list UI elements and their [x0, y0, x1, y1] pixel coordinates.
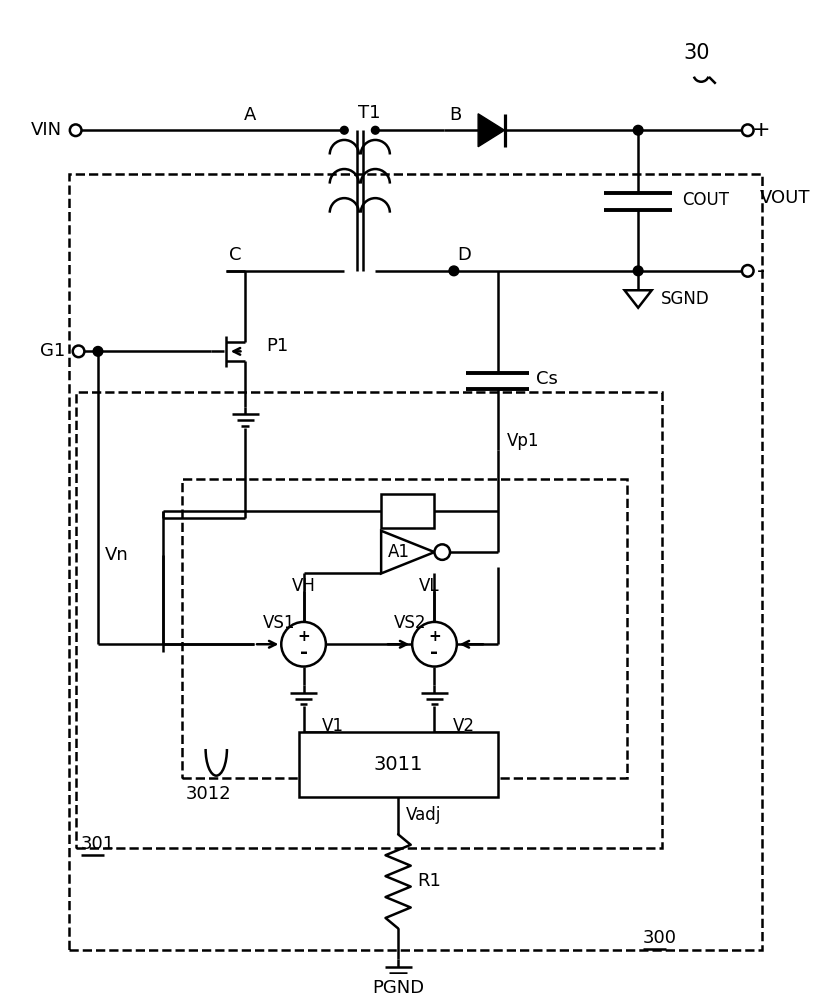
- Text: V1: V1: [322, 717, 344, 735]
- Text: +: +: [428, 629, 441, 644]
- Circle shape: [634, 266, 643, 276]
- Bar: [381, 494, 435, 528]
- Circle shape: [371, 126, 380, 134]
- Bar: [75, 392, 662, 848]
- Text: -: -: [431, 643, 439, 662]
- Circle shape: [742, 265, 753, 277]
- Text: +: +: [297, 629, 310, 644]
- Text: Vn: Vn: [104, 546, 129, 564]
- Polygon shape: [478, 114, 504, 147]
- Text: PGND: PGND: [372, 979, 424, 997]
- Text: T1: T1: [359, 104, 380, 122]
- Circle shape: [340, 126, 348, 134]
- Circle shape: [70, 124, 81, 136]
- Text: SGND: SGND: [660, 290, 709, 308]
- Text: VH: VH: [292, 577, 315, 595]
- Circle shape: [634, 125, 643, 135]
- Text: B: B: [449, 106, 461, 124]
- Text: VS2: VS2: [395, 614, 426, 632]
- Text: COUT: COUT: [682, 191, 729, 209]
- Text: -: -: [299, 643, 308, 662]
- Text: Vp1: Vp1: [507, 432, 540, 450]
- Text: C: C: [229, 246, 242, 264]
- Text: 301: 301: [80, 835, 115, 853]
- Text: A: A: [244, 106, 257, 124]
- Bar: [182, 479, 626, 778]
- Text: A1: A1: [388, 543, 410, 561]
- Text: -: -: [757, 261, 766, 281]
- Text: +: +: [752, 120, 771, 140]
- Circle shape: [449, 266, 459, 276]
- Text: V2: V2: [452, 717, 475, 735]
- Text: VIN: VIN: [31, 121, 62, 139]
- Text: VS1: VS1: [263, 614, 296, 632]
- Text: Cs: Cs: [537, 370, 558, 388]
- Text: G1: G1: [40, 342, 65, 360]
- Text: 3011: 3011: [374, 755, 423, 774]
- Circle shape: [93, 347, 103, 356]
- Circle shape: [742, 124, 753, 136]
- Circle shape: [73, 346, 84, 357]
- Bar: [298, 732, 497, 797]
- Text: 3012: 3012: [186, 785, 231, 803]
- Text: Vadj: Vadj: [405, 806, 441, 824]
- Text: D: D: [456, 246, 471, 264]
- Circle shape: [435, 544, 450, 560]
- Text: 30: 30: [683, 43, 710, 63]
- Bar: [69, 174, 762, 950]
- Text: VL: VL: [420, 577, 440, 595]
- Text: VOUT: VOUT: [759, 189, 810, 207]
- Text: P1: P1: [267, 337, 289, 355]
- Text: R1: R1: [417, 872, 441, 890]
- Text: 300: 300: [643, 929, 677, 947]
